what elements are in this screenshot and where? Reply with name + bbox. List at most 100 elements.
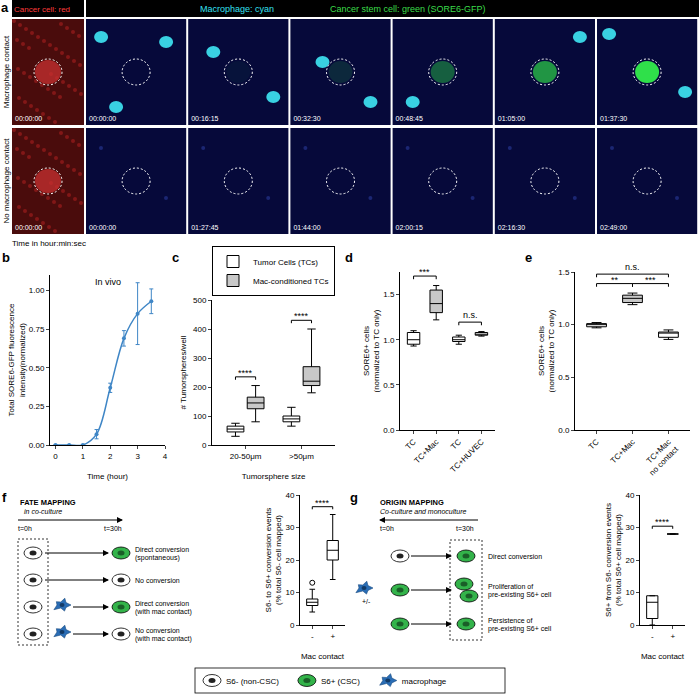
svg-text:(spontaneous): (spontaneous) bbox=[135, 554, 180, 562]
svg-text:-: - bbox=[311, 632, 314, 641]
svg-text:00:48:45: 00:48:45 bbox=[396, 115, 423, 122]
svg-text:0: 0 bbox=[202, 441, 207, 450]
svg-text:Persistence of: Persistence of bbox=[488, 617, 532, 624]
svg-text:Time in hour:min:sec: Time in hour:min:sec bbox=[12, 239, 86, 248]
svg-text:40: 40 bbox=[625, 491, 634, 500]
svg-text:Macrophage contact: Macrophage contact bbox=[2, 35, 11, 108]
svg-text:Co-culture and monoculture: Co-culture and monoculture bbox=[380, 508, 466, 515]
svg-text:0.5: 0.5 bbox=[558, 373, 570, 382]
svg-text:****: **** bbox=[238, 368, 253, 378]
svg-text:00:00:00: 00:00:00 bbox=[15, 115, 42, 122]
svg-text:1.5: 1.5 bbox=[383, 290, 395, 299]
svg-text:No macrophage contact: No macrophage contact bbox=[2, 138, 11, 224]
svg-text:t=0h: t=0h bbox=[18, 525, 32, 532]
svg-text:01:44:00: 01:44:00 bbox=[293, 224, 320, 231]
svg-text:in co-culture: in co-culture bbox=[24, 508, 62, 515]
svg-text:TC+Mac: TC+Mac bbox=[413, 437, 441, 465]
svg-text:S6- (non-CSC): S6- (non-CSC) bbox=[226, 677, 279, 686]
svg-text:2: 2 bbox=[108, 452, 113, 461]
svg-text:Mac-conditioned TCs: Mac-conditioned TCs bbox=[253, 277, 328, 286]
svg-text:Mac contact: Mac contact bbox=[301, 652, 345, 661]
svg-text:200: 200 bbox=[193, 383, 207, 392]
svg-text:0: 0 bbox=[53, 452, 58, 461]
svg-text:f: f bbox=[2, 490, 7, 505]
svg-text:10: 10 bbox=[625, 588, 634, 597]
svg-text:+/-: +/- bbox=[362, 598, 371, 605]
svg-text:00:16:15: 00:16:15 bbox=[191, 115, 218, 122]
svg-text:c: c bbox=[172, 250, 179, 265]
svg-text:TC+HUVEC: TC+HUVEC bbox=[449, 437, 486, 474]
svg-text:No conversion: No conversion bbox=[135, 577, 180, 584]
svg-text:Mac contact: Mac contact bbox=[641, 652, 685, 661]
svg-text:1.0: 1.0 bbox=[383, 336, 395, 345]
svg-text:# Tumorspheres/well: # Tumorspheres/well bbox=[179, 335, 188, 409]
svg-text:Tumorsphere size: Tumorsphere size bbox=[242, 472, 306, 481]
svg-text:S6- to S6+ conversion events(%: S6- to S6+ conversion events(% total S6-… bbox=[264, 508, 283, 613]
svg-text:n.s.: n.s. bbox=[463, 310, 478, 320]
svg-text:400: 400 bbox=[193, 325, 207, 334]
svg-text:02:16:30: 02:16:30 bbox=[498, 224, 525, 231]
svg-text:100: 100 bbox=[193, 412, 207, 421]
svg-text:pre-existing S6+ cell: pre-existing S6+ cell bbox=[488, 591, 552, 599]
svg-text:t=0h: t=0h bbox=[380, 525, 394, 532]
svg-text:20: 20 bbox=[285, 556, 294, 565]
svg-text:0.0: 0.0 bbox=[383, 426, 395, 435]
svg-text:Macrophage: cyan: Macrophage: cyan bbox=[200, 4, 274, 14]
svg-text:0.25: 0.25 bbox=[29, 402, 45, 411]
svg-text:1.0: 1.0 bbox=[558, 320, 570, 329]
svg-text:n.s.: n.s. bbox=[625, 262, 640, 272]
svg-text:02:49:00: 02:49:00 bbox=[600, 224, 627, 231]
svg-text:SORE6+ cells(normalized to TC: SORE6+ cells(normalized to TC only) bbox=[537, 309, 556, 392]
svg-text:****: **** bbox=[655, 517, 670, 527]
svg-text:***: *** bbox=[419, 267, 430, 277]
svg-text:Direct conversion: Direct conversion bbox=[135, 600, 189, 607]
svg-text:S6+ from S6- conversion events: S6+ from S6- conversion events(% total S… bbox=[604, 503, 623, 617]
svg-text:+: + bbox=[670, 632, 675, 641]
svg-text:10: 10 bbox=[285, 588, 294, 597]
svg-text:30: 30 bbox=[285, 523, 294, 532]
svg-text:macrophage: macrophage bbox=[402, 677, 447, 686]
svg-text:t=30h: t=30h bbox=[456, 525, 474, 532]
svg-text:Time (hour): Time (hour) bbox=[87, 472, 128, 481]
svg-text:20: 20 bbox=[625, 556, 634, 565]
svg-text:FATE MAPPING: FATE MAPPING bbox=[20, 498, 76, 507]
svg-text:-: - bbox=[651, 632, 654, 641]
svg-text:0.5: 0.5 bbox=[383, 381, 395, 390]
svg-text:4: 4 bbox=[163, 452, 168, 461]
svg-text:3: 3 bbox=[135, 452, 140, 461]
svg-text:g: g bbox=[350, 490, 358, 505]
svg-text:No conversion: No conversion bbox=[135, 627, 180, 634]
svg-text:0.0: 0.0 bbox=[558, 426, 570, 435]
svg-text:40: 40 bbox=[285, 491, 294, 500]
svg-text:0: 0 bbox=[290, 621, 295, 630]
svg-text:00:00:00: 00:00:00 bbox=[89, 115, 116, 122]
svg-text:In vivo: In vivo bbox=[95, 277, 121, 287]
svg-text:0.75: 0.75 bbox=[29, 325, 45, 334]
svg-text:a: a bbox=[1, 0, 9, 15]
svg-text:TC+Mac: TC+Mac bbox=[609, 437, 637, 465]
svg-text:***: *** bbox=[645, 275, 656, 285]
svg-text:Cancer stem cell: green (SORE6: Cancer stem cell: green (SORE6-GFP) bbox=[330, 4, 486, 14]
svg-text:00:00:00: 00:00:00 bbox=[15, 224, 42, 231]
svg-text:30: 30 bbox=[625, 523, 634, 532]
svg-text:pre-existing S6+ cell: pre-existing S6+ cell bbox=[488, 625, 552, 633]
svg-text:1: 1 bbox=[81, 452, 86, 461]
svg-text:TC+Macno contact: TC+Macno contact bbox=[640, 437, 680, 477]
svg-text:1.00: 1.00 bbox=[29, 286, 45, 295]
svg-text:0.00: 0.00 bbox=[29, 441, 45, 450]
svg-text:t=30h: t=30h bbox=[104, 525, 122, 532]
svg-text:****: **** bbox=[294, 311, 309, 321]
svg-text:SORE6+ cells(normalized to TC: SORE6+ cells(normalized to TC only) bbox=[362, 309, 381, 392]
svg-text:ORIGIN MAPPING: ORIGIN MAPPING bbox=[380, 498, 444, 507]
svg-text:0: 0 bbox=[630, 621, 635, 630]
svg-text:01:37:30: 01:37:30 bbox=[600, 115, 627, 122]
svg-text:(with mac contact): (with mac contact) bbox=[135, 635, 192, 643]
svg-text:Direct conversion: Direct conversion bbox=[488, 553, 542, 560]
svg-text:0.50: 0.50 bbox=[29, 364, 45, 373]
svg-text:S6+ (CSC): S6+ (CSC) bbox=[321, 677, 360, 686]
svg-text:1.5: 1.5 bbox=[558, 268, 570, 277]
svg-text:e: e bbox=[525, 250, 532, 265]
svg-text:b: b bbox=[2, 250, 10, 265]
svg-text:Proliferation of: Proliferation of bbox=[488, 583, 533, 590]
svg-text:**: ** bbox=[611, 275, 619, 285]
